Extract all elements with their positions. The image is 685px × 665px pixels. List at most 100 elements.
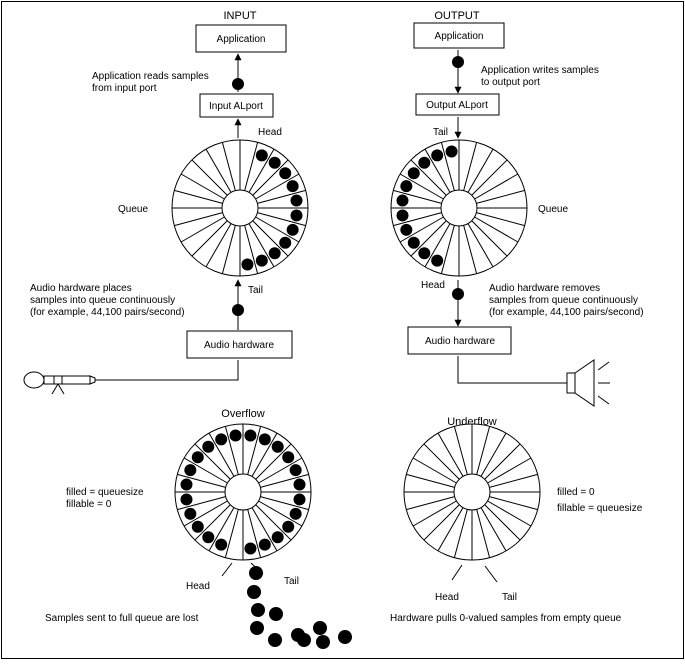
ring-divider [258, 500, 303, 527]
queue-sample [396, 209, 409, 222]
queue-sample [268, 156, 281, 169]
input-reads-line-1: Application reads samples [92, 71, 209, 82]
output-application-label: Application [435, 31, 484, 42]
queue-sample [191, 520, 204, 533]
lost-sample-dot [269, 607, 283, 621]
overflow-head-pointer [221, 562, 233, 577]
queue-sample [431, 149, 444, 162]
ring-divider [191, 159, 228, 196]
lost-sample-dot [249, 566, 263, 580]
ring-divider [410, 220, 447, 257]
input-places-line-3: (for example, 44,100 pairs/second) [30, 307, 185, 318]
ring-divider [463, 225, 478, 274]
ring-divider [252, 159, 289, 196]
input-alport-label: Input ALport [209, 101, 263, 112]
queue-sample [418, 156, 431, 169]
ring-divider [177, 473, 226, 488]
ring-divider [476, 212, 525, 227]
ring-divider [258, 457, 303, 484]
input-application-box [195, 24, 287, 53]
input-head-label: Head [258, 127, 282, 138]
queue-sample [180, 478, 193, 491]
output-audio-hardware-box [407, 326, 512, 355]
ring-hub [224, 473, 262, 511]
queue-sample [202, 440, 215, 453]
ring-divider [221, 142, 236, 191]
ring-divider [244, 142, 259, 191]
lost-sample-dot [250, 621, 264, 635]
ring-divider [257, 189, 306, 204]
ring-divider [463, 142, 478, 191]
queue-sample [431, 254, 444, 267]
output-removes-line-1: Audio hardware removes [489, 283, 600, 294]
input-reads-line-2: from input port [92, 83, 157, 94]
ring-divider [244, 225, 259, 274]
ring-divider [183, 457, 228, 484]
ring-divider [412, 500, 457, 527]
queue-sample [407, 167, 420, 180]
queue-sample [271, 440, 284, 453]
output-audio-hardware-label: Audio hardware [425, 336, 495, 347]
ring-divider [410, 159, 447, 196]
overflow-queue-ring [174, 423, 312, 561]
overflow-title: Overflow [221, 408, 264, 420]
ring-divider [393, 212, 442, 227]
underflow-caption: Hardware pulls 0-valued samples from emp… [390, 613, 622, 624]
ring-divider [224, 426, 239, 475]
queue-sample [396, 194, 409, 207]
queue-sample [290, 194, 303, 207]
overflow-tail-label: Tail [284, 576, 299, 587]
ring-divider [255, 216, 300, 243]
queue-sample [293, 478, 306, 491]
ring-divider [424, 148, 451, 193]
ring-divider [423, 504, 460, 541]
ring-divider [255, 443, 292, 480]
ring-divider [474, 216, 519, 243]
queue-sample [258, 538, 271, 551]
ring-divider [471, 220, 508, 257]
input-tail-label: Tail [248, 285, 263, 296]
input-queue-label: Queue [118, 204, 148, 215]
output-tail-label: Tail [433, 127, 448, 138]
ring-divider [177, 496, 226, 511]
queue-sample [202, 531, 215, 544]
microphone-icon [23, 360, 239, 395]
input-queue-ring [171, 139, 309, 277]
queue-sample [282, 520, 295, 533]
ring-divider [252, 220, 289, 257]
lost-sample-dot [316, 635, 330, 649]
ring-divider [471, 159, 508, 196]
underflow-tail-pointer [484, 565, 498, 583]
input-alport-box [199, 93, 274, 118]
ring-divider [194, 443, 231, 480]
ring-divider [440, 142, 455, 191]
ring-divider [255, 504, 292, 541]
queue-sample [241, 258, 254, 271]
output-alport-label: Output ALport [426, 100, 488, 111]
ring-divider [487, 457, 532, 484]
output-sample-dot [452, 56, 464, 68]
lost-sample-dot [313, 621, 327, 635]
ring-divider [260, 473, 309, 488]
ring-divider [453, 426, 468, 475]
ring-divider [467, 223, 494, 268]
underflow-head-pointer [451, 564, 463, 581]
ring-divider [412, 457, 457, 484]
queue-sample [255, 149, 268, 162]
input-incoming-dot [232, 304, 244, 316]
ring-divider [183, 500, 228, 527]
ring-divider [487, 500, 532, 527]
input-places-line-2: samples into queue continuously [30, 295, 175, 306]
queue-sample [289, 507, 302, 520]
input-places-line-1: Audio hardware places [30, 283, 132, 294]
ring-divider [406, 473, 455, 488]
lost-sample-dot [338, 630, 352, 644]
ring-divider [247, 426, 262, 475]
ring-divider [257, 212, 306, 227]
output-removes-line-2: samples from queue continuously [489, 295, 638, 306]
queue-sample [229, 429, 242, 442]
ring-divider [437, 432, 464, 477]
ring-divider [440, 225, 455, 274]
